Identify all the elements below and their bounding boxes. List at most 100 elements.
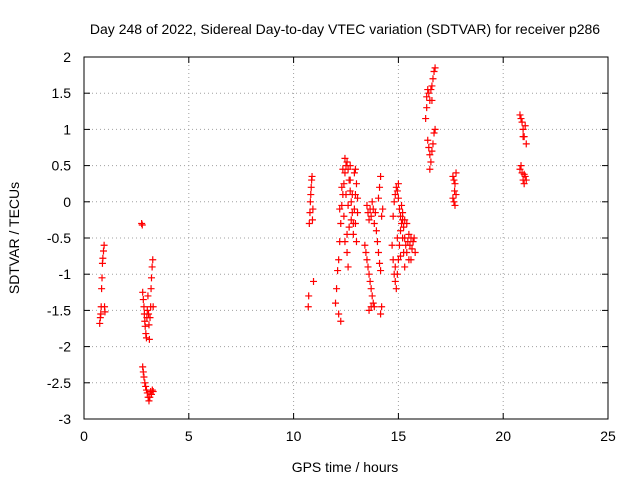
data-point (352, 238, 360, 246)
data-point (452, 191, 460, 199)
data-point (372, 227, 380, 235)
data-point (349, 230, 357, 238)
data-point (516, 165, 524, 173)
data-point (307, 183, 315, 191)
data-point (139, 296, 147, 304)
data-point (367, 285, 375, 293)
data-point (365, 270, 373, 278)
data-point (364, 209, 372, 217)
data-point (401, 263, 409, 271)
data-point (305, 220, 313, 228)
data-point (410, 234, 418, 242)
data-point (428, 82, 436, 90)
data-point (423, 104, 431, 112)
data-point (522, 140, 530, 148)
data-point (377, 172, 385, 180)
data-point (391, 191, 399, 199)
data-point (305, 292, 313, 300)
data-point (148, 263, 156, 271)
data-point (391, 263, 399, 271)
data-point (351, 165, 359, 173)
data-point (145, 397, 153, 405)
x-tick-label: 15 (391, 428, 407, 444)
data-point (141, 379, 149, 387)
data-point (516, 111, 524, 119)
data-point (376, 183, 384, 191)
data-point (518, 118, 526, 126)
data-point (401, 234, 409, 242)
data-point (425, 89, 433, 97)
data-point (138, 221, 146, 229)
data-point (350, 205, 358, 213)
data-point (367, 212, 375, 220)
data-point (340, 212, 348, 220)
data-point (142, 382, 150, 390)
data-point (363, 201, 371, 209)
chart-title: Day 248 of 2022, Sidereal Day-to-day VTE… (90, 21, 600, 37)
data-point (369, 205, 377, 213)
y-tick-label: 0 (63, 194, 71, 210)
data-point (388, 241, 396, 249)
data-point (365, 216, 373, 224)
data-point (347, 216, 355, 224)
data-point (354, 194, 362, 202)
data-point (344, 201, 352, 209)
data-point (339, 165, 347, 173)
data-point (147, 285, 155, 293)
data-point (450, 198, 458, 206)
data-point (450, 176, 458, 184)
data-point (401, 216, 409, 224)
data-point (395, 205, 403, 213)
data-point (146, 314, 154, 322)
data-point (351, 220, 359, 228)
data-point (394, 194, 402, 202)
data-point (304, 303, 312, 311)
data-point (403, 220, 411, 228)
data-point (449, 172, 457, 180)
data-point (340, 180, 348, 188)
data-point (139, 363, 147, 371)
data-point (145, 321, 153, 329)
data-point (429, 140, 437, 148)
y-tick-label: 1.5 (52, 85, 72, 101)
data-point (376, 259, 384, 267)
data-point (306, 198, 314, 206)
data-point (392, 183, 400, 191)
data-point (341, 238, 349, 246)
data-point (379, 205, 387, 213)
data-point (451, 201, 459, 209)
y-tick-label: -3 (59, 411, 72, 427)
data-point (424, 136, 432, 144)
data-point (365, 306, 373, 314)
data-point (346, 187, 354, 195)
data-point (335, 310, 343, 318)
y-tick-label: -2 (59, 339, 72, 355)
data-point (451, 180, 459, 188)
data-point (145, 310, 153, 318)
data-point (519, 125, 527, 133)
data-point (354, 209, 362, 217)
data-point (521, 122, 529, 130)
data-point (343, 230, 351, 238)
data-point (101, 308, 109, 316)
data-point (408, 245, 416, 253)
data-point (368, 198, 376, 206)
data-point (394, 256, 402, 264)
data-point (392, 285, 400, 293)
data-point (451, 187, 459, 195)
data-point (426, 151, 434, 159)
data-point (337, 317, 345, 325)
data-point (427, 158, 435, 166)
data-point (428, 147, 436, 155)
data-point (99, 254, 107, 262)
data-point (342, 191, 350, 199)
data-point (139, 288, 147, 296)
data-point (346, 162, 354, 170)
data-point (428, 96, 436, 104)
data-point (399, 209, 407, 217)
plot-frame (83, 56, 609, 420)
data-point (520, 180, 528, 188)
data-point (430, 129, 438, 137)
axis-ticks: 0 5 10 15 20 25 2 1.5 1 0.5 0 -0.5 -1 -1.5 -2 -2.5 -3 (47, 49, 616, 444)
